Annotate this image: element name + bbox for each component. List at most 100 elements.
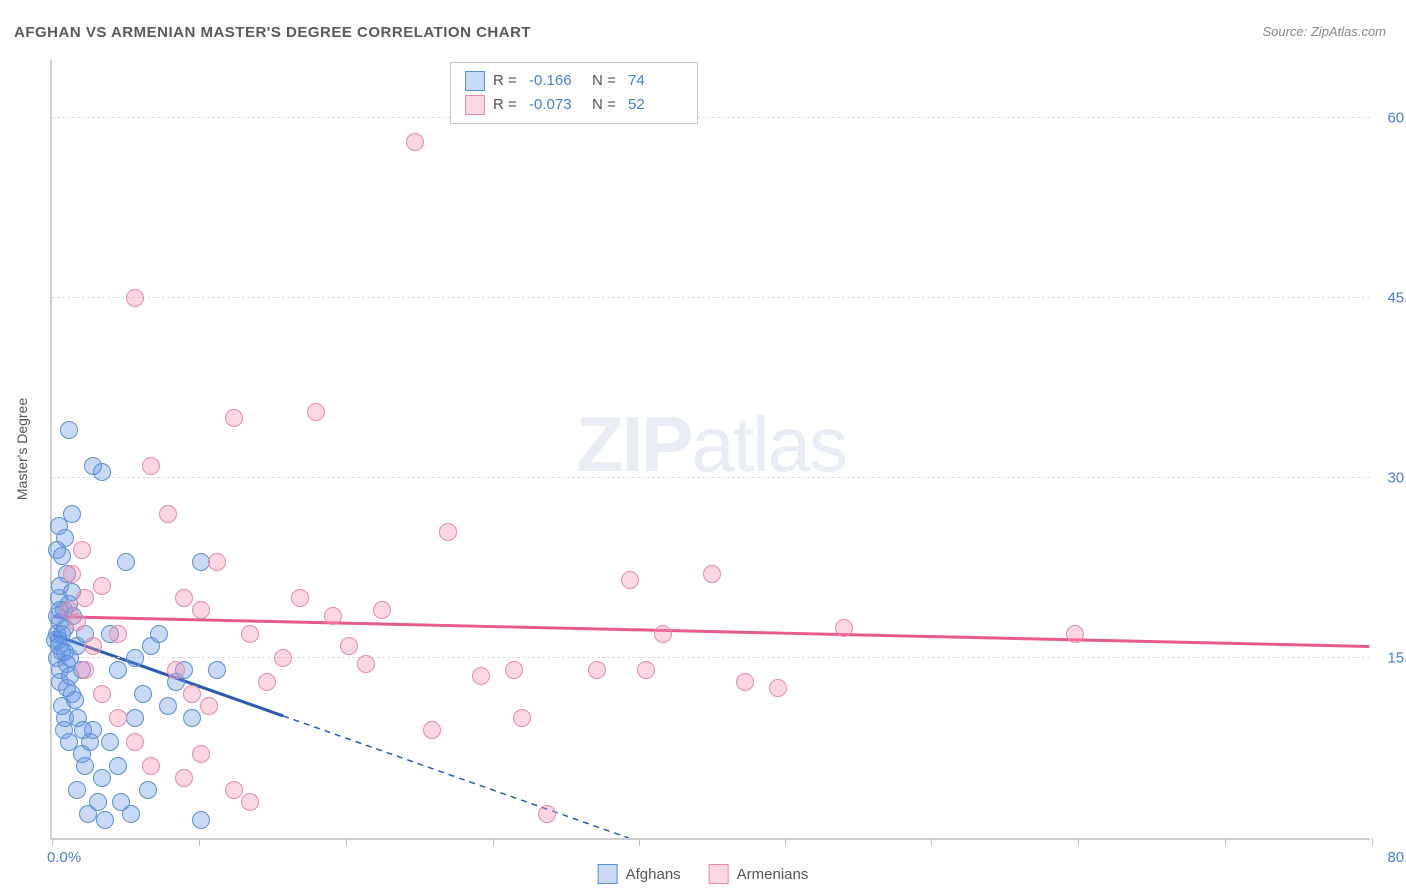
data-point bbox=[192, 553, 210, 571]
data-point bbox=[406, 133, 424, 151]
legend-row: R =-0.166N =74 bbox=[465, 69, 683, 93]
x-tick bbox=[493, 838, 494, 846]
data-point bbox=[142, 757, 160, 775]
x-tick bbox=[639, 838, 640, 846]
trend-line-dashed bbox=[283, 716, 629, 838]
legend-swatch bbox=[709, 864, 729, 884]
data-point bbox=[208, 553, 226, 571]
legend-row: R =-0.073N =52 bbox=[465, 93, 683, 117]
data-point bbox=[109, 625, 127, 643]
data-point bbox=[109, 709, 127, 727]
plot-area: ZIPatlas Master's Degree 0.0% 80.0% 15.0… bbox=[50, 60, 1370, 840]
data-point bbox=[55, 721, 73, 739]
trend-lines-svg bbox=[52, 60, 1370, 838]
data-point bbox=[60, 421, 78, 439]
data-point bbox=[48, 541, 66, 559]
data-point bbox=[192, 745, 210, 763]
data-point bbox=[66, 691, 84, 709]
data-point bbox=[76, 661, 94, 679]
gridline bbox=[52, 477, 1370, 478]
data-point bbox=[258, 673, 276, 691]
x-tick bbox=[346, 838, 347, 846]
data-point bbox=[96, 811, 114, 829]
x-tick bbox=[1225, 838, 1226, 846]
data-point bbox=[126, 649, 144, 667]
gridline bbox=[52, 657, 1370, 658]
y-axis-label: Master's Degree bbox=[14, 398, 30, 500]
data-point bbox=[588, 661, 606, 679]
data-point bbox=[324, 607, 342, 625]
y-tick-label: 60.0% bbox=[1375, 110, 1406, 127]
data-point bbox=[159, 505, 177, 523]
data-point bbox=[621, 571, 639, 589]
data-point bbox=[101, 733, 119, 751]
legend-n-value: 52 bbox=[628, 93, 683, 117]
data-point bbox=[122, 805, 140, 823]
x-max-label: 80.0% bbox=[1375, 849, 1406, 866]
data-point bbox=[241, 793, 259, 811]
data-point bbox=[150, 625, 168, 643]
data-point bbox=[109, 661, 127, 679]
data-point bbox=[513, 709, 531, 727]
x-origin-label: 0.0% bbox=[47, 849, 81, 866]
x-tick bbox=[931, 838, 932, 846]
data-point bbox=[769, 679, 787, 697]
chart-title: AFGHAN VS ARMENIAN MASTER'S DEGREE CORRE… bbox=[14, 24, 531, 41]
legend-r-value: -0.166 bbox=[529, 69, 584, 93]
data-point bbox=[1066, 625, 1084, 643]
x-tick bbox=[199, 838, 200, 846]
data-point bbox=[835, 619, 853, 637]
legend-r-label: R = bbox=[493, 93, 521, 117]
data-point bbox=[183, 709, 201, 727]
gridline bbox=[52, 117, 1370, 118]
legend-swatch bbox=[465, 95, 485, 115]
data-point bbox=[84, 637, 102, 655]
data-point bbox=[208, 661, 226, 679]
data-point bbox=[274, 649, 292, 667]
series-legend-item: Armenians bbox=[709, 864, 809, 884]
data-point bbox=[109, 757, 127, 775]
data-point bbox=[93, 463, 111, 481]
y-tick-label: 15.0% bbox=[1375, 650, 1406, 667]
data-point bbox=[93, 685, 111, 703]
x-tick bbox=[1372, 838, 1373, 846]
data-point bbox=[53, 625, 71, 643]
data-point bbox=[538, 805, 556, 823]
data-point bbox=[340, 637, 358, 655]
data-point bbox=[183, 685, 201, 703]
y-tick-label: 45.0% bbox=[1375, 290, 1406, 307]
data-point bbox=[703, 565, 721, 583]
source-attribution: Source: ZipAtlas.com bbox=[1262, 24, 1386, 39]
data-point bbox=[439, 523, 457, 541]
data-point bbox=[167, 661, 185, 679]
series-legend-label: Afghans bbox=[626, 866, 681, 883]
data-point bbox=[93, 769, 111, 787]
data-point bbox=[93, 577, 111, 595]
x-tick bbox=[785, 838, 786, 846]
gridline bbox=[52, 297, 1370, 298]
data-point bbox=[423, 721, 441, 739]
data-point bbox=[142, 457, 160, 475]
legend-n-value: 74 bbox=[628, 69, 683, 93]
x-tick bbox=[1078, 838, 1079, 846]
legend-swatch bbox=[465, 71, 485, 91]
data-point bbox=[175, 589, 193, 607]
legend-swatch bbox=[598, 864, 618, 884]
data-point bbox=[76, 589, 94, 607]
data-point bbox=[89, 793, 107, 811]
data-point bbox=[175, 769, 193, 787]
data-point bbox=[126, 709, 144, 727]
series-legend: Afghans Armenians bbox=[598, 864, 809, 884]
data-point bbox=[472, 667, 490, 685]
data-point bbox=[637, 661, 655, 679]
data-point bbox=[357, 655, 375, 673]
data-point bbox=[139, 781, 157, 799]
x-tick bbox=[52, 838, 53, 846]
data-point bbox=[225, 409, 243, 427]
legend-n-label: N = bbox=[592, 69, 620, 93]
data-point bbox=[68, 781, 86, 799]
data-point bbox=[192, 811, 210, 829]
data-point bbox=[117, 553, 135, 571]
correlation-legend: R = -0.166 N = 74R =-0.073N =52 bbox=[450, 62, 698, 124]
data-point bbox=[373, 601, 391, 619]
